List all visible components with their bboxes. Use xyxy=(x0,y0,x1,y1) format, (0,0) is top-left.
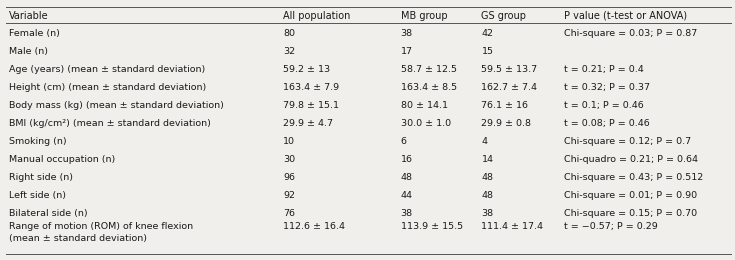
Text: 162.7 ± 7.4: 162.7 ± 7.4 xyxy=(481,83,537,92)
Text: 15: 15 xyxy=(481,47,493,56)
Text: 163.4 ± 7.9: 163.4 ± 7.9 xyxy=(283,83,339,92)
Text: P value (t-test or ANOVA): P value (t-test or ANOVA) xyxy=(564,11,688,21)
Text: All population: All population xyxy=(283,11,351,21)
Text: 38: 38 xyxy=(401,29,412,38)
Text: Range of motion (ROM) of knee flexion
(mean ± standard deviation): Range of motion (ROM) of knee flexion (m… xyxy=(9,222,193,243)
Text: 112.6 ± 16.4: 112.6 ± 16.4 xyxy=(283,222,345,231)
Text: 29.9 ± 4.7: 29.9 ± 4.7 xyxy=(283,119,333,128)
Text: 29.9 ± 0.8: 29.9 ± 0.8 xyxy=(481,119,531,128)
Text: 92: 92 xyxy=(283,191,295,200)
Text: Body mass (kg) (mean ± standard deviation): Body mass (kg) (mean ± standard deviatio… xyxy=(9,101,223,110)
Text: Chi-square = 0.15; P = 0.70: Chi-square = 0.15; P = 0.70 xyxy=(564,209,698,218)
Text: 96: 96 xyxy=(283,173,295,182)
Text: 10: 10 xyxy=(283,137,295,146)
Text: 48: 48 xyxy=(401,173,412,182)
Text: MB group: MB group xyxy=(401,11,447,21)
Text: t = 0.08; P = 0.46: t = 0.08; P = 0.46 xyxy=(564,119,650,128)
Text: 6: 6 xyxy=(401,137,406,146)
Text: Right side (n): Right side (n) xyxy=(9,173,73,182)
Text: t = 0.21; P = 0.4: t = 0.21; P = 0.4 xyxy=(564,65,645,74)
Text: 16: 16 xyxy=(401,155,412,164)
Text: BMI (kg/cm²) (mean ± standard deviation): BMI (kg/cm²) (mean ± standard deviation) xyxy=(9,119,211,128)
Text: Male (n): Male (n) xyxy=(9,47,48,56)
Text: GS group: GS group xyxy=(481,11,526,21)
Text: t = 0.1; P = 0.46: t = 0.1; P = 0.46 xyxy=(564,101,645,110)
Text: Bilateral side (n): Bilateral side (n) xyxy=(9,209,87,218)
Text: 30: 30 xyxy=(283,155,295,164)
Text: 59.2 ± 13: 59.2 ± 13 xyxy=(283,65,330,74)
Text: 32: 32 xyxy=(283,47,295,56)
Text: Manual occupation (n): Manual occupation (n) xyxy=(9,155,115,164)
Text: Chi-square = 0.03; P = 0.87: Chi-square = 0.03; P = 0.87 xyxy=(564,29,698,38)
Text: Chi-square = 0.12; P = 0.7: Chi-square = 0.12; P = 0.7 xyxy=(564,137,692,146)
Text: Height (cm) (mean ± standard deviation): Height (cm) (mean ± standard deviation) xyxy=(9,83,206,92)
Text: 80 ± 14.1: 80 ± 14.1 xyxy=(401,101,448,110)
Text: Left side (n): Left side (n) xyxy=(9,191,66,200)
Text: 44: 44 xyxy=(401,191,412,200)
Text: 14: 14 xyxy=(481,155,493,164)
Text: 113.9 ± 15.5: 113.9 ± 15.5 xyxy=(401,222,463,231)
Text: 4: 4 xyxy=(481,137,487,146)
Text: Chi-square = 0.43; P = 0.512: Chi-square = 0.43; P = 0.512 xyxy=(564,173,703,182)
Text: Age (years) (mean ± standard deviation): Age (years) (mean ± standard deviation) xyxy=(9,65,205,74)
Text: 48: 48 xyxy=(481,191,493,200)
Text: 80: 80 xyxy=(283,29,295,38)
Text: 58.7 ± 12.5: 58.7 ± 12.5 xyxy=(401,65,456,74)
Text: t = 0.32; P = 0.37: t = 0.32; P = 0.37 xyxy=(564,83,650,92)
Text: 111.4 ± 17.4: 111.4 ± 17.4 xyxy=(481,222,543,231)
Text: 38: 38 xyxy=(401,209,412,218)
Text: t = −0.57; P = 0.29: t = −0.57; P = 0.29 xyxy=(564,222,659,231)
Text: 76: 76 xyxy=(283,209,295,218)
Text: 42: 42 xyxy=(481,29,493,38)
Text: 163.4 ± 8.5: 163.4 ± 8.5 xyxy=(401,83,456,92)
Text: 79.8 ± 15.1: 79.8 ± 15.1 xyxy=(283,101,339,110)
Text: 48: 48 xyxy=(481,173,493,182)
Text: 38: 38 xyxy=(481,209,493,218)
Text: Variable: Variable xyxy=(9,11,49,21)
Text: 17: 17 xyxy=(401,47,412,56)
Text: 59.5 ± 13.7: 59.5 ± 13.7 xyxy=(481,65,537,74)
Text: Smoking (n): Smoking (n) xyxy=(9,137,66,146)
Text: 30.0 ± 1.0: 30.0 ± 1.0 xyxy=(401,119,451,128)
Text: Chi-quadro = 0.21; P = 0.64: Chi-quadro = 0.21; P = 0.64 xyxy=(564,155,698,164)
Text: Chi-square = 0.01; P = 0.90: Chi-square = 0.01; P = 0.90 xyxy=(564,191,698,200)
Text: 76.1 ± 16: 76.1 ± 16 xyxy=(481,101,528,110)
Text: Female (n): Female (n) xyxy=(9,29,60,38)
